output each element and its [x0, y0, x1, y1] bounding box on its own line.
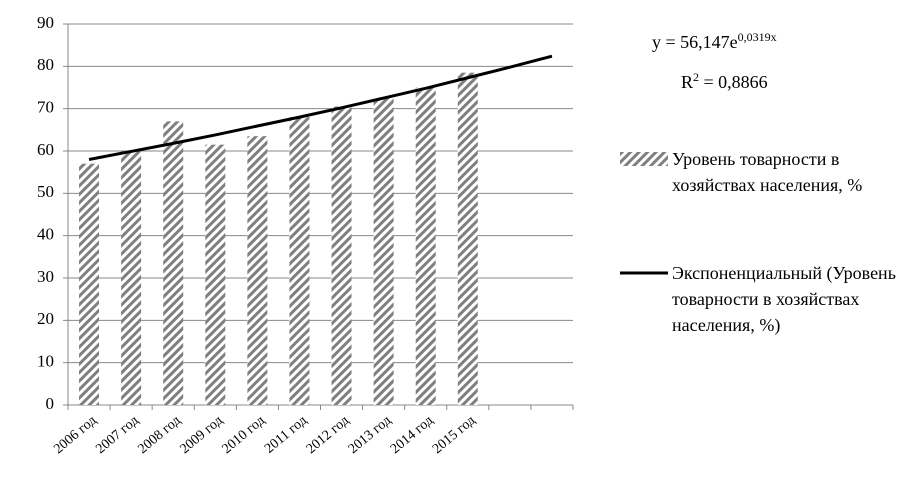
equation-text: y = 56,147e [652, 32, 738, 52]
bar [79, 163, 100, 405]
legend-label: Уровень товарности в хозяйствах населени… [672, 149, 863, 195]
bar [331, 106, 352, 406]
r-value: = 0,8866 [699, 72, 768, 92]
legend-label: Экспоненциальный (Уровень товарности в х… [672, 263, 896, 335]
legend-swatch [620, 271, 668, 275]
y-tick-label: 20 [37, 309, 54, 328]
x-tick-label: 2012 год [304, 413, 352, 457]
x-tick-label: 2011 год [262, 413, 310, 457]
y-tick-label: 70 [37, 98, 54, 117]
x-tick-label: 2007 год [93, 413, 141, 457]
y-tick-label: 60 [37, 140, 54, 159]
x-tick-label: 2010 год [220, 413, 268, 457]
y-tick-label: 90 [37, 13, 54, 32]
trend-line [88, 54, 553, 161]
trend-r2: R2 = 0,8866 [681, 70, 768, 93]
x-tick-label: 2013 год [346, 413, 394, 457]
x-tick-label: 2014 год [388, 413, 436, 457]
bar [205, 144, 226, 405]
y-tick-label: 0 [46, 394, 55, 413]
trend-equation: y = 56,147e0,0319x [652, 30, 777, 53]
r-power: 2 [693, 70, 700, 84]
x-tick-label: 2006 год [51, 413, 99, 457]
legend-swatch [620, 152, 668, 166]
bar [289, 117, 310, 405]
y-tick-label: 50 [37, 182, 54, 201]
y-tick-label: 40 [37, 225, 54, 244]
bar [121, 151, 142, 405]
x-tick-label: 2009 год [178, 413, 226, 457]
bar [163, 121, 184, 405]
y-tick-label: 30 [37, 267, 54, 286]
bar [457, 72, 478, 405]
r-text: R [681, 72, 694, 92]
y-tick-label: 80 [37, 55, 54, 74]
bar [373, 98, 394, 405]
x-tick-label: 2008 год [135, 413, 183, 457]
x-tick-label: 2015 год [430, 413, 478, 457]
y-tick-label: 10 [37, 352, 54, 371]
bar [247, 136, 268, 405]
equation-exponent: 0,0319x [737, 30, 777, 44]
bar [415, 87, 436, 405]
